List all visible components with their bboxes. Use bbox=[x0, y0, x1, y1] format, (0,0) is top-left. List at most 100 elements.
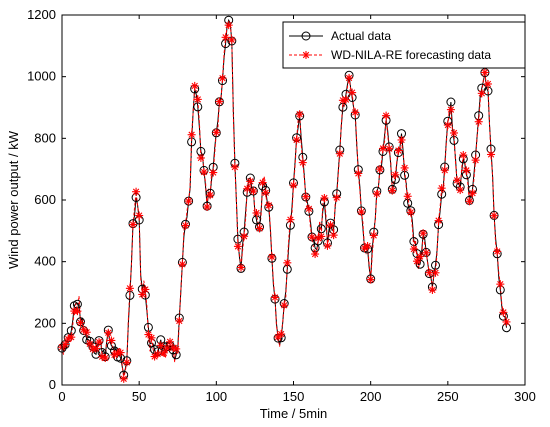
x-tick-label: 100 bbox=[205, 389, 227, 404]
point-forecast bbox=[397, 135, 406, 144]
point-forecast bbox=[181, 221, 190, 230]
point-forecast bbox=[119, 374, 128, 383]
point-forecast bbox=[116, 348, 125, 357]
point-forecast bbox=[172, 344, 181, 353]
point-forecast bbox=[132, 187, 141, 196]
point-forecast bbox=[246, 177, 255, 186]
point-forecast bbox=[295, 110, 304, 119]
point-forecast bbox=[218, 74, 227, 83]
point-forecast bbox=[82, 328, 91, 337]
point-forecast bbox=[128, 220, 137, 229]
point-forecast bbox=[156, 341, 165, 350]
point-forecast bbox=[270, 293, 279, 302]
point-forecast bbox=[471, 156, 480, 165]
point-forecast bbox=[289, 181, 298, 190]
y-tick-label: 800 bbox=[34, 130, 56, 145]
point-forecast bbox=[490, 211, 499, 220]
legend-box bbox=[282, 21, 526, 69]
legend-marker-forecast bbox=[302, 51, 310, 59]
legend-entry-forecast: WD-NILA-RE forecasting data bbox=[289, 48, 491, 62]
point-forecast bbox=[301, 192, 310, 201]
point-forecast bbox=[240, 232, 249, 241]
point-forecast bbox=[280, 301, 289, 310]
x-tick-label: 300 bbox=[514, 389, 536, 404]
point-forecast bbox=[477, 89, 486, 98]
point-forecast bbox=[462, 166, 471, 175]
point-forecast bbox=[394, 146, 403, 155]
point-forecast bbox=[357, 207, 366, 216]
point-forecast bbox=[67, 333, 76, 342]
point-forecast bbox=[468, 189, 477, 198]
point-forecast bbox=[190, 81, 199, 90]
point-forecast bbox=[73, 307, 82, 316]
legend: Actual data WD-NILA-RE forecasting data bbox=[282, 21, 526, 69]
point-forecast bbox=[453, 176, 462, 185]
point-forecast bbox=[138, 290, 147, 299]
point-forecast bbox=[304, 204, 313, 213]
point-forecast bbox=[221, 33, 230, 42]
point-forecast bbox=[243, 184, 252, 193]
point-forecast bbox=[345, 73, 354, 82]
point-forecast bbox=[450, 128, 459, 137]
point-forecast bbox=[434, 216, 443, 225]
point-forecast bbox=[206, 191, 215, 200]
point-forecast bbox=[227, 35, 236, 44]
point-forecast bbox=[382, 111, 391, 120]
y-tick-label: 0 bbox=[49, 377, 56, 392]
point-forecast bbox=[329, 231, 338, 240]
point-forecast bbox=[107, 336, 116, 345]
point-forecast bbox=[400, 163, 409, 172]
y-tick-label: 400 bbox=[34, 254, 56, 269]
x-tick-label: 50 bbox=[132, 389, 146, 404]
x-tick-label: 150 bbox=[283, 389, 305, 404]
point-forecast bbox=[483, 79, 492, 88]
point-forecast bbox=[91, 344, 100, 353]
point-forecast bbox=[412, 257, 421, 266]
legend-entry-actual: Actual data bbox=[289, 29, 391, 43]
point-forecast bbox=[456, 186, 465, 195]
point-forecast bbox=[212, 128, 221, 137]
point-forecast bbox=[187, 130, 196, 139]
point-forecast bbox=[224, 21, 233, 30]
point-forecast bbox=[409, 245, 418, 254]
point-forecast bbox=[166, 337, 175, 346]
point-forecast bbox=[162, 344, 171, 353]
point-forecast bbox=[153, 350, 162, 359]
point-forecast bbox=[178, 260, 187, 269]
point-forecast bbox=[499, 308, 508, 317]
point-forecast bbox=[101, 354, 110, 363]
point-forecast bbox=[443, 121, 452, 130]
point-forecast bbox=[135, 211, 144, 220]
point-forecast bbox=[311, 250, 320, 259]
ticks-layer: 0 50 100 150 200 250 300 0 200 400 600 800 1000 1200 bbox=[27, 7, 536, 404]
point-forecast bbox=[267, 252, 276, 261]
point-forecast bbox=[249, 187, 258, 196]
y-tick-label: 600 bbox=[34, 192, 56, 207]
legend-label-actual: Actual data bbox=[331, 29, 391, 43]
series-layer bbox=[57, 15, 511, 383]
point-forecast bbox=[446, 105, 455, 114]
point-forecast bbox=[354, 169, 363, 178]
point-forecast bbox=[298, 158, 307, 167]
point-forecast bbox=[493, 247, 502, 256]
point-forecast bbox=[419, 229, 428, 238]
point-forecast bbox=[203, 203, 212, 212]
point-forecast bbox=[283, 258, 292, 267]
point-forecast bbox=[323, 241, 332, 250]
point-forecast bbox=[277, 330, 286, 339]
point-forecast bbox=[341, 95, 350, 104]
point-forecast bbox=[85, 339, 94, 348]
point-forecast bbox=[199, 168, 208, 177]
point-forecast bbox=[372, 189, 381, 198]
point-forecast bbox=[406, 208, 415, 217]
point-forecast bbox=[215, 97, 224, 106]
point-forecast bbox=[193, 95, 202, 104]
point-forecast bbox=[332, 193, 341, 202]
point-forecast bbox=[258, 178, 267, 187]
point-forecast bbox=[385, 144, 394, 153]
point-forecast bbox=[351, 108, 360, 117]
point-forecast bbox=[375, 165, 384, 174]
x-axis-label: Time / 5min bbox=[260, 406, 327, 421]
point-forecast bbox=[326, 221, 335, 230]
point-forecast bbox=[252, 208, 261, 217]
